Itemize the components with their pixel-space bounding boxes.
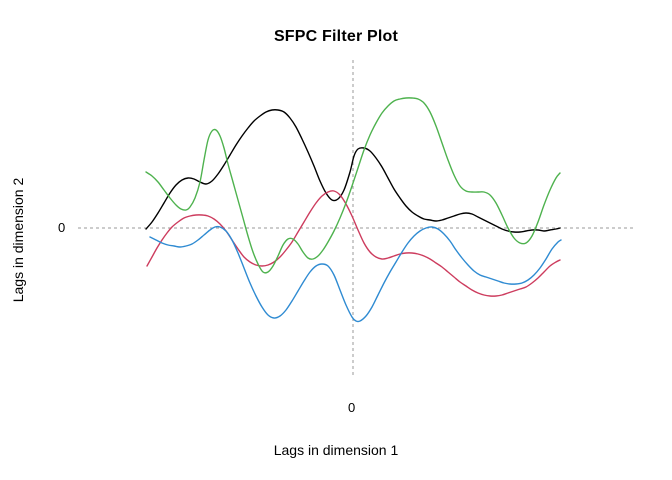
series-line-1 (145, 109, 561, 233)
series-line-2 (146, 190, 561, 297)
x-axis-label: Lags in dimension 1 (273, 442, 399, 458)
page-title: SFPC Filter Plot (273, 28, 399, 45)
series-line-3 (145, 97, 561, 274)
reference-lines (78, 60, 633, 378)
y-axis-tick-zero: 0 (58, 220, 66, 235)
x-axis-tick-zero: 0 (348, 400, 356, 415)
y-axis-label: Lags in dimension 2 (10, 177, 26, 303)
series-line-4 (149, 225, 562, 323)
series-group (145, 97, 562, 323)
